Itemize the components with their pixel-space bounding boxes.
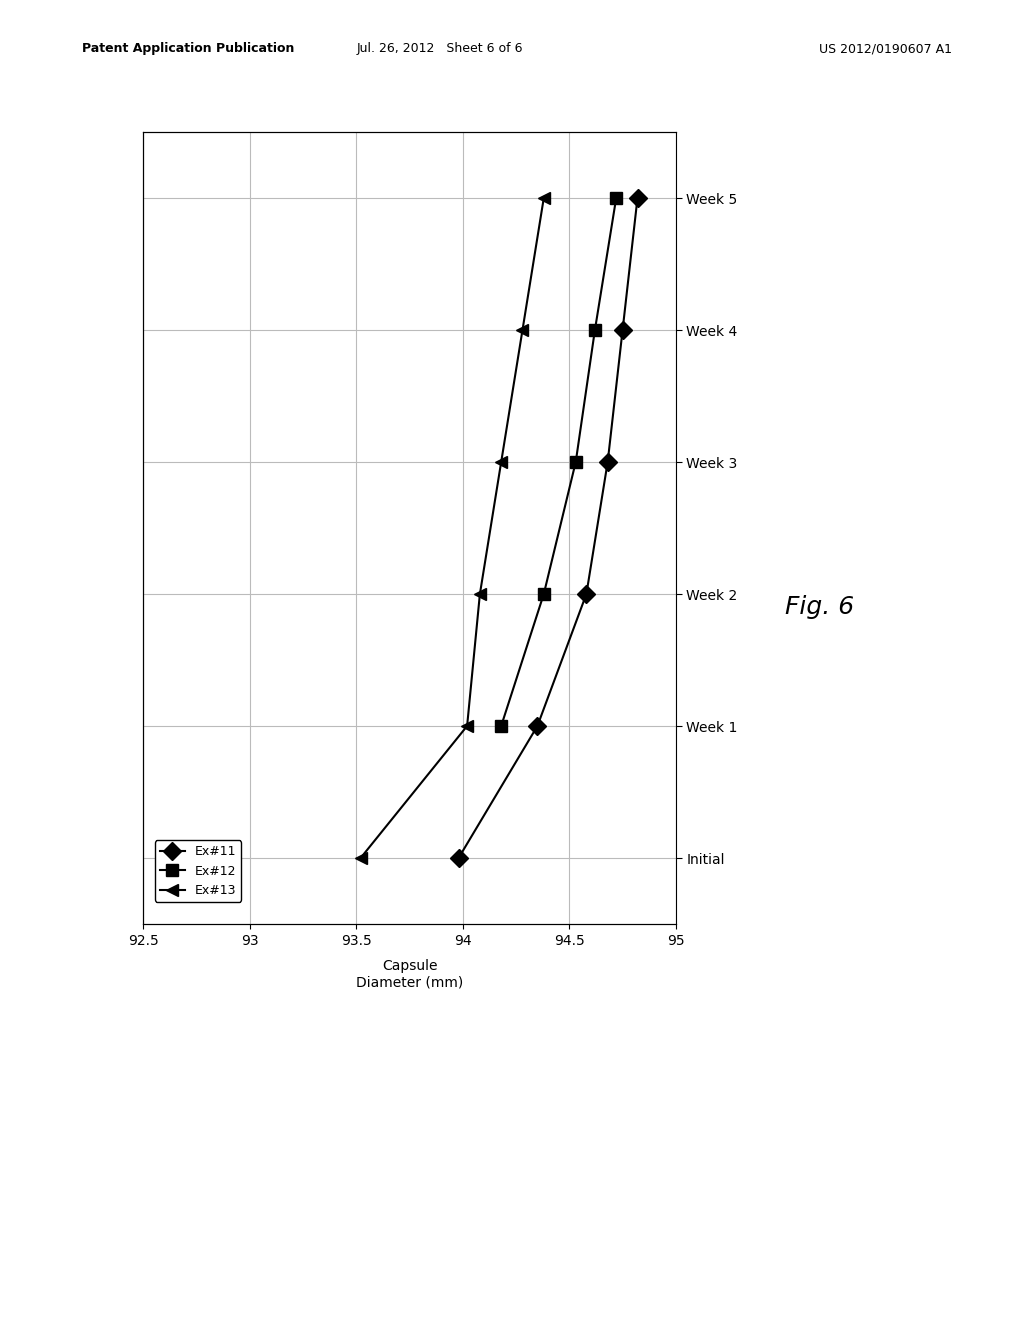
Ex#11 [581, 586, 593, 602]
Ex#11 [632, 190, 644, 206]
Text: US 2012/0190607 A1: US 2012/0190607 A1 [819, 42, 952, 55]
Line: Ex#12: Ex#12 [495, 191, 623, 733]
Ex#13 [495, 454, 507, 470]
Ex#12 [610, 190, 623, 206]
Ex#12 [495, 718, 507, 734]
Ex#13 [354, 850, 367, 866]
Ex#11 [453, 850, 465, 866]
Ex#11 [601, 454, 613, 470]
Text: Fig. 6: Fig. 6 [784, 595, 854, 619]
Ex#13 [461, 718, 473, 734]
Text: Patent Application Publication: Patent Application Publication [82, 42, 294, 55]
Ex#13 [538, 190, 550, 206]
Legend: Ex#11, Ex#12, Ex#13: Ex#11, Ex#12, Ex#13 [155, 841, 242, 902]
Line: Ex#13: Ex#13 [354, 191, 550, 865]
X-axis label: Capsule
Diameter (mm): Capsule Diameter (mm) [356, 958, 463, 989]
Ex#12 [589, 322, 601, 338]
Text: Jul. 26, 2012   Sheet 6 of 6: Jul. 26, 2012 Sheet 6 of 6 [357, 42, 523, 55]
Ex#13 [516, 322, 528, 338]
Ex#11 [616, 322, 629, 338]
Ex#13 [474, 586, 486, 602]
Line: Ex#11: Ex#11 [453, 191, 644, 865]
Ex#11 [531, 718, 544, 734]
Ex#12 [538, 586, 550, 602]
Ex#12 [569, 454, 582, 470]
